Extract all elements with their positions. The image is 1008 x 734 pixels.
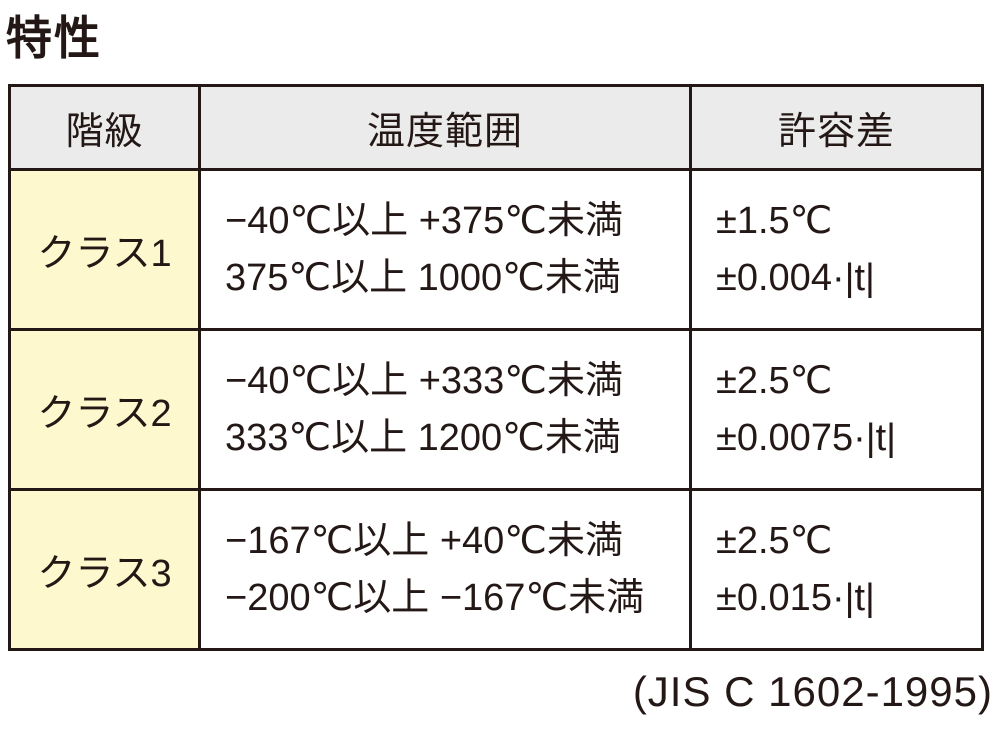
table-header-row: 階級 温度範囲 許容差 bbox=[8, 84, 984, 171]
range-cell: −167℃以上 +40℃未満 −200℃以上 −167℃未満 bbox=[198, 488, 692, 651]
tolerance-line-1: ±2.5℃ bbox=[716, 360, 833, 403]
range-cell: −40℃以上 +375℃未満 375℃以上 1000℃未満 bbox=[198, 168, 692, 331]
table-row-class3: クラス3 −167℃以上 +40℃未満 −200℃以上 −167℃未満 ±2.5… bbox=[8, 488, 984, 651]
spec-table: 階級 温度範囲 許容差 クラス1 −40℃以上 +375℃未満 375℃以上 1… bbox=[8, 84, 984, 651]
range-line-2: −200℃以上 −167℃未満 bbox=[225, 576, 645, 619]
table-row-class1: クラス1 −40℃以上 +375℃未満 375℃以上 1000℃未満 ±1.5℃… bbox=[8, 168, 984, 331]
range-line-2: 333℃以上 1200℃未満 bbox=[225, 416, 621, 459]
page-title: 特性 bbox=[6, 12, 102, 64]
col-header-range: 温度範囲 bbox=[198, 84, 692, 171]
range-line-1: −40℃以上 +333℃未満 bbox=[225, 360, 623, 403]
class-cell: クラス2 bbox=[8, 328, 201, 491]
tolerance-cell: ±2.5℃ ±0.015·|t| bbox=[689, 488, 984, 651]
class-cell: クラス1 bbox=[8, 168, 201, 331]
tolerance-line-2: ±0.0075·|t| bbox=[716, 416, 897, 459]
range-cell: −40℃以上 +333℃未満 333℃以上 1200℃未満 bbox=[198, 328, 692, 491]
tolerance-line-2: ±0.015·|t| bbox=[716, 576, 875, 619]
tolerance-line-1: ±2.5℃ bbox=[716, 520, 833, 563]
range-line-2: 375℃以上 1000℃未満 bbox=[225, 256, 621, 299]
col-header-class: 階級 bbox=[8, 84, 201, 171]
class-cell: クラス3 bbox=[8, 488, 201, 651]
col-header-tolerance: 許容差 bbox=[689, 84, 984, 171]
range-line-1: −40℃以上 +375℃未満 bbox=[225, 200, 623, 243]
tolerance-line-2: ±0.004·|t| bbox=[716, 256, 875, 299]
tolerance-line-1: ±1.5℃ bbox=[716, 200, 833, 243]
tolerance-cell: ±1.5℃ ±0.004·|t| bbox=[689, 168, 984, 331]
source-note: (JIS C 1602-1995) bbox=[632, 668, 993, 715]
table-row-class2: クラス2 −40℃以上 +333℃未満 333℃以上 1200℃未満 ±2.5℃… bbox=[8, 328, 984, 491]
tolerance-cell: ±2.5℃ ±0.0075·|t| bbox=[689, 328, 984, 491]
range-line-1: −167℃以上 +40℃未満 bbox=[225, 520, 623, 563]
